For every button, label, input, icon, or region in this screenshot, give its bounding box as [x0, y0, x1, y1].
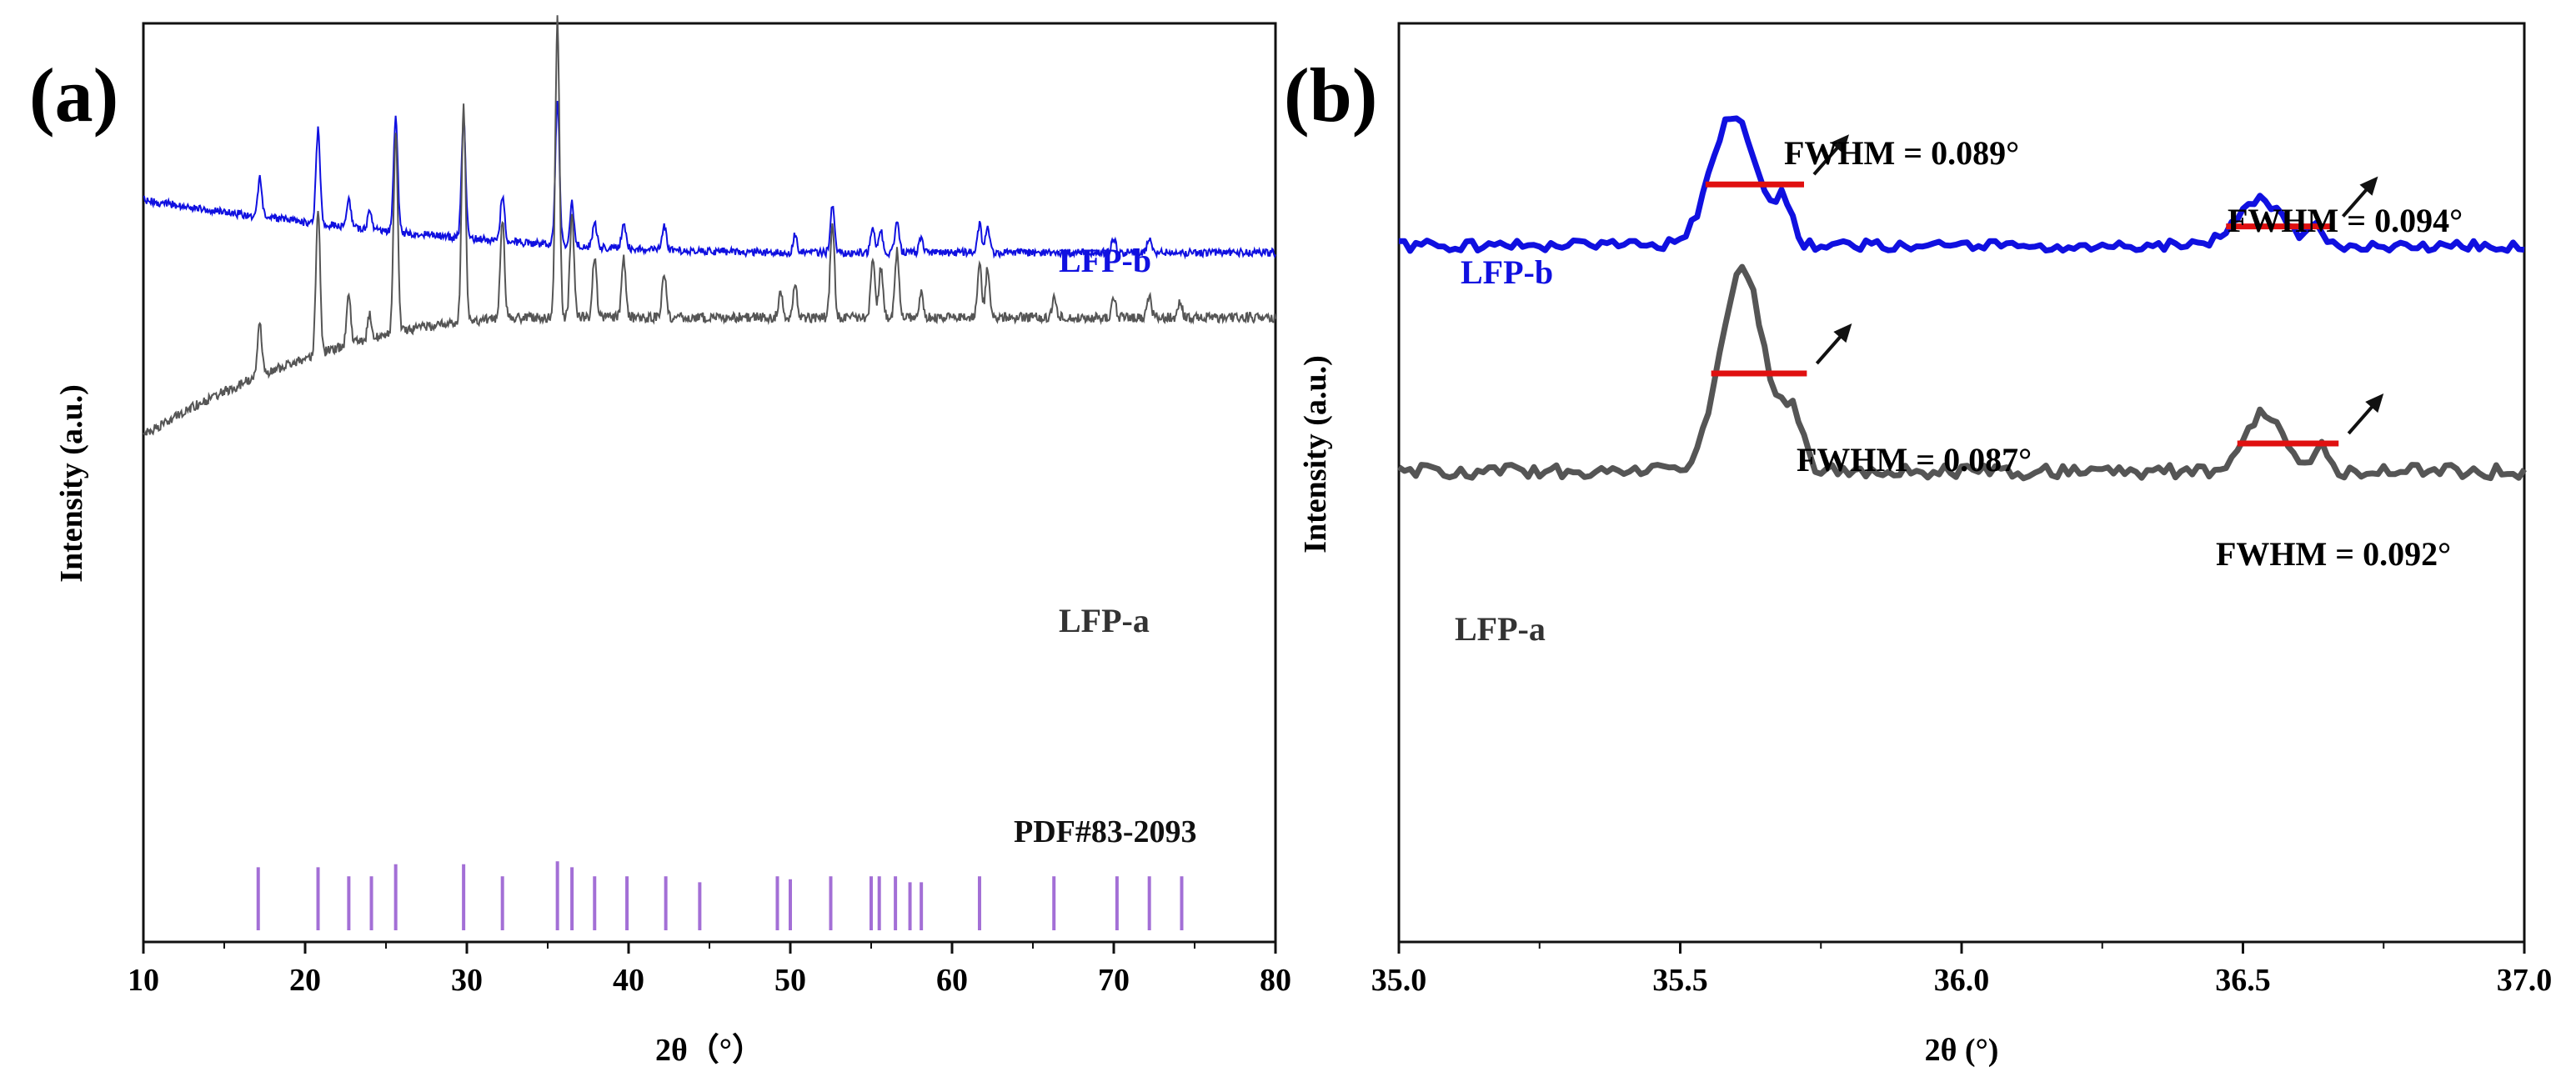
panel-b-legend-lfp-a: LFP-a — [1455, 610, 1546, 648]
panel-a-legend-lfp-b: LFP-b — [1059, 242, 1151, 279]
series-line-lfp-b — [1398, 115, 2525, 254]
fwhm-arrow-head — [2365, 393, 2384, 413]
panel-a-legend-lfp-a: LFP-a — [1059, 602, 1150, 639]
reference-label: PDF#83-2093 — [1014, 814, 1197, 849]
x-tick-label: 50 — [774, 963, 806, 998]
panel-b-x-ticks: 35.0 35.5 36.0 36.5 37.0 — [1371, 942, 2553, 998]
panel-b-label: (b) — [1284, 53, 1377, 138]
x-tick-label: 36.0 — [1934, 963, 1990, 998]
panel-a-frame — [142, 22, 1277, 944]
x-tick-label: 30 — [451, 963, 483, 998]
fwhm-label-b2: FWHM = 0.094° — [2228, 202, 2463, 239]
panel-a-label: (a) — [29, 53, 118, 138]
panel-b-y-axis-label: Intensity (a.u.) — [1298, 355, 1333, 554]
panel-b-x-axis-label: 2θ (°) — [1925, 1033, 1999, 1068]
x-tick-label: 35.0 — [1371, 963, 1427, 998]
series-line-lfp-a — [143, 15, 1276, 436]
fwhm-label-b1: FWHM = 0.089° — [1784, 134, 2019, 172]
panel-b: (b) 35.0 35.5 36.0 36.5 37.0 LFP-b LFP-a FWH… — [1284, 22, 2553, 1068]
panel-b-series — [1397, 115, 2527, 482]
x-tick-label: 80 — [1260, 963, 1291, 998]
panel-a-y-axis-label: Intensity (a.u.) — [54, 384, 89, 583]
panel-a: (a) 10 20 30 40 50 60 70 80 LFP-b LFP-a PDF#83-… — [29, 15, 1291, 1068]
reference-pattern — [256, 861, 1184, 930]
series-line-lfp-a — [1397, 263, 2527, 482]
fwhm-label-a1: FWHM = 0.087° — [1797, 441, 2032, 478]
fwhm-label-a2: FWHM = 0.092° — [2216, 535, 2451, 573]
panel-b-legend-lfp-b: LFP-b — [1461, 253, 1553, 291]
fwhm-arrow-head — [1833, 323, 1852, 343]
panel-a-series — [143, 15, 1276, 436]
x-tick-label: 37.0 — [2497, 963, 2553, 998]
panel-a-x-axis-label: 2θ（°） — [655, 1033, 764, 1068]
series-line-lfp-b — [143, 100, 1276, 260]
x-tick-label: 20 — [289, 963, 321, 998]
x-tick-label: 35.5 — [1652, 963, 1708, 998]
fwhm-arrow-head — [2359, 176, 2378, 196]
x-tick-label: 60 — [936, 963, 968, 998]
x-tick-label: 70 — [1098, 963, 1130, 998]
panel-a-x-ticks: 10 20 30 40 50 60 70 80 — [128, 942, 1291, 998]
x-tick-label: 36.5 — [2215, 963, 2271, 998]
x-tick-label: 40 — [613, 963, 644, 998]
x-tick-label: 10 — [128, 963, 159, 998]
fwhm-arrow-head — [1830, 134, 1849, 154]
